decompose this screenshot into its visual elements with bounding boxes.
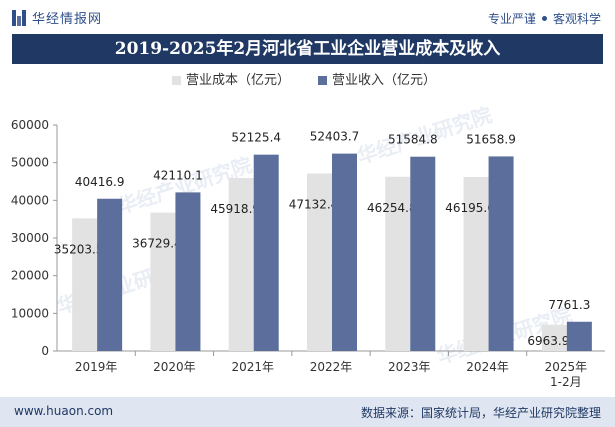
y-tick-label: 10000 — [11, 306, 49, 320]
revenue-data-label: 7761.3 — [548, 298, 590, 312]
y-tick-label: 60000 — [11, 118, 49, 132]
footer-source: 数据来源：国家统计局，华经产业研究院整理 — [360, 406, 601, 420]
cost-data-label: 6963.9 — [527, 334, 569, 348]
cost-bar — [463, 176, 489, 351]
cost-data-label: 45918.9 — [210, 202, 260, 216]
legend-swatch — [318, 76, 327, 85]
logo-text: 华经情报网 — [32, 12, 103, 27]
x-tick-label: 2025年 — [545, 360, 588, 374]
x-tick-label: 2022年 — [310, 360, 353, 374]
cost-bar — [72, 218, 98, 351]
x-tick-label: 2021年 — [231, 360, 274, 374]
y-tick-label: 40000 — [11, 193, 49, 207]
slogan-left: 专业严谨 — [487, 12, 536, 26]
cost-data-label: 46195.6 — [445, 201, 495, 215]
logo-icon — [12, 9, 26, 26]
cost-bar — [228, 178, 254, 351]
revenue-bar — [97, 198, 123, 351]
slogan-right: 客观科学 — [552, 12, 601, 26]
legend-label: 营业收入（亿元） — [332, 73, 436, 88]
revenue-data-label: 52125.4 — [231, 131, 281, 145]
revenue-bar — [410, 156, 436, 351]
cost-data-label: 47132.4 — [289, 197, 339, 211]
x-tick-label: 1-2月 — [550, 375, 582, 389]
revenue-data-label: 51658.9 — [466, 132, 516, 146]
revenue-data-label: 40416.9 — [75, 175, 125, 189]
revenue-data-label: 51584.8 — [388, 133, 438, 147]
legend-swatch — [172, 76, 181, 85]
revenue-data-label: 42110.1 — [153, 168, 203, 182]
cost-bar — [385, 176, 411, 351]
y-tick-label: 30000 — [11, 231, 49, 245]
cost-data-label: 46254.8 — [367, 201, 417, 215]
bar-chart: 华经产业研究院华经产业研究院华经产业研究院华经产业研究院营业成本（亿元）营业收入… — [11, 73, 605, 389]
revenue-bar — [488, 156, 514, 351]
footer: www.huaon.com 数据来源：国家统计局，华经产业研究院整理 — [0, 397, 615, 427]
x-tick-label: 2020年 — [153, 360, 196, 374]
chart-title: 2019-2025年2月河北省工业企业营业成本及收入 — [12, 34, 603, 64]
revenue-data-label: 52403.7 — [310, 130, 360, 144]
y-tick-label: 0 — [41, 344, 49, 358]
cost-bar — [150, 212, 176, 351]
cost-bar — [541, 324, 567, 351]
cost-bar — [307, 173, 332, 351]
x-tick-label: 2023年 — [388, 360, 431, 374]
footer-url: www.huaon.com — [14, 404, 114, 418]
y-tick-label: 20000 — [11, 269, 49, 283]
x-tick-label: 2024年 — [466, 360, 509, 374]
cost-data-label: 35203.5 — [54, 242, 104, 256]
revenue-bar — [175, 192, 201, 351]
y-tick-label: 50000 — [11, 156, 49, 170]
revenue-bar — [332, 153, 357, 351]
legend-label: 营业成本（亿元） — [186, 73, 290, 88]
revenue-bar — [253, 154, 279, 351]
logo: 华经情报网 — [12, 8, 102, 27]
dot-icon — [541, 16, 547, 21]
cost-data-label: 36729.4 — [132, 237, 182, 251]
top-bar: 华经情报网 专业严谨 客观科学 — [0, 0, 615, 34]
slogan: 专业严谨 客观科学 — [488, 10, 601, 27]
revenue-bar — [566, 321, 592, 351]
x-tick-label: 2019年 — [75, 360, 118, 374]
